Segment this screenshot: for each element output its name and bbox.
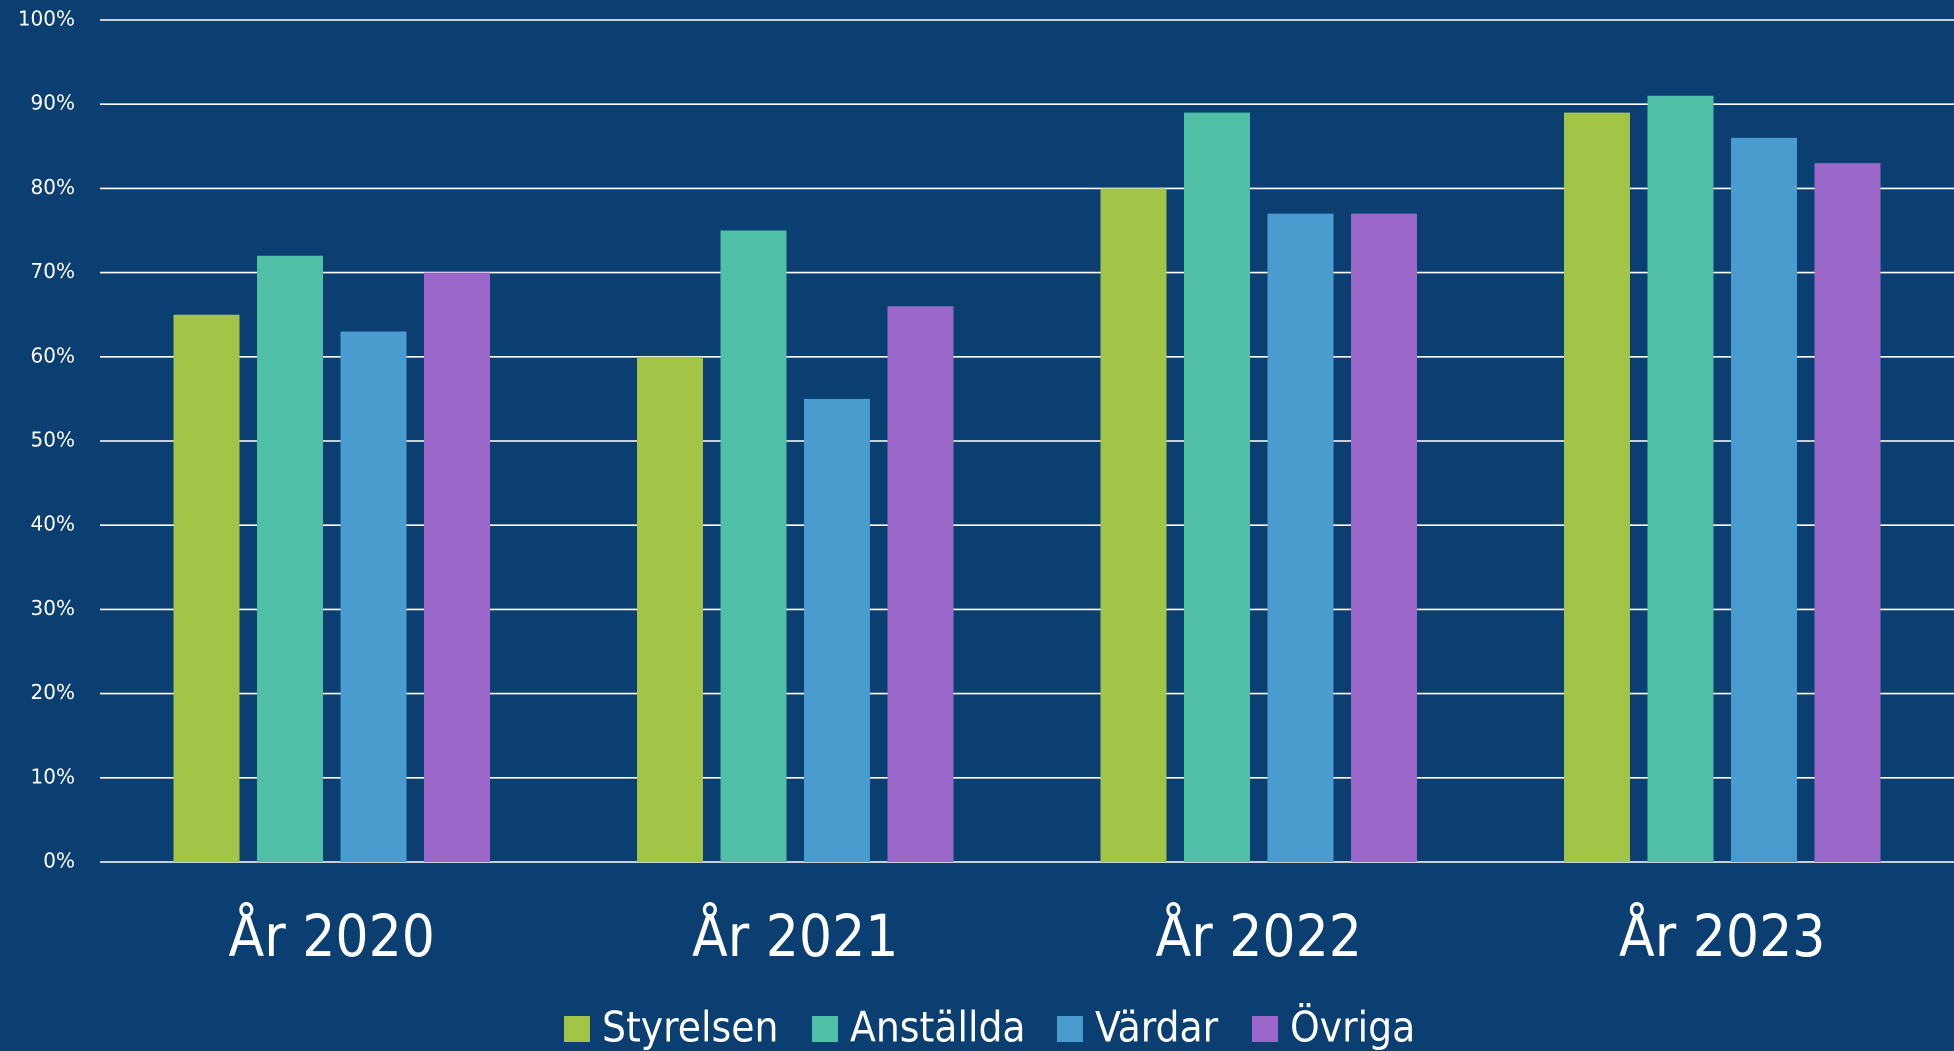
legend-label: Anställda bbox=[850, 1003, 1026, 1051]
y-tick-label: 80% bbox=[31, 175, 75, 199]
legend-label: Övriga bbox=[1290, 1002, 1415, 1051]
bar bbox=[804, 398, 870, 862]
legend-label: Styrelsen bbox=[602, 1003, 778, 1051]
y-tick-label: 40% bbox=[31, 512, 75, 536]
y-tick-label: 90% bbox=[31, 91, 75, 115]
x-tick-label: År 2020 bbox=[229, 901, 435, 970]
bar bbox=[887, 306, 954, 862]
y-tick-label: 60% bbox=[31, 343, 75, 367]
legend-label: Värdar bbox=[1095, 1003, 1219, 1051]
legend-swatch bbox=[564, 1016, 590, 1042]
bar bbox=[424, 272, 490, 863]
x-tick-label: År 2022 bbox=[1156, 901, 1362, 970]
y-tick-label: 0% bbox=[43, 849, 75, 873]
bar bbox=[1564, 112, 1630, 863]
y-tick-label: 10% bbox=[31, 764, 75, 788]
bar bbox=[1351, 213, 1417, 862]
y-tick-label: 20% bbox=[31, 680, 75, 704]
bar bbox=[1267, 213, 1334, 862]
bar bbox=[720, 230, 787, 862]
x-tick-label: År 2021 bbox=[692, 901, 898, 970]
legend-swatch bbox=[812, 1016, 838, 1042]
y-tick-label: 70% bbox=[31, 259, 75, 283]
legend-swatch bbox=[1057, 1016, 1083, 1042]
bar bbox=[1647, 95, 1714, 862]
y-tick-label: 100% bbox=[18, 7, 75, 31]
y-tick-label: 50% bbox=[31, 428, 75, 452]
bar bbox=[257, 255, 323, 862]
y-tick-label: 30% bbox=[31, 596, 75, 620]
bar bbox=[1814, 163, 1881, 862]
bar bbox=[637, 356, 703, 862]
bar bbox=[1184, 112, 1250, 863]
bar bbox=[340, 331, 407, 862]
bar bbox=[1100, 188, 1167, 862]
bar bbox=[173, 314, 240, 862]
legend-swatch bbox=[1252, 1016, 1278, 1042]
x-tick-label: År 2023 bbox=[1619, 901, 1825, 970]
bar bbox=[1731, 137, 1797, 862]
